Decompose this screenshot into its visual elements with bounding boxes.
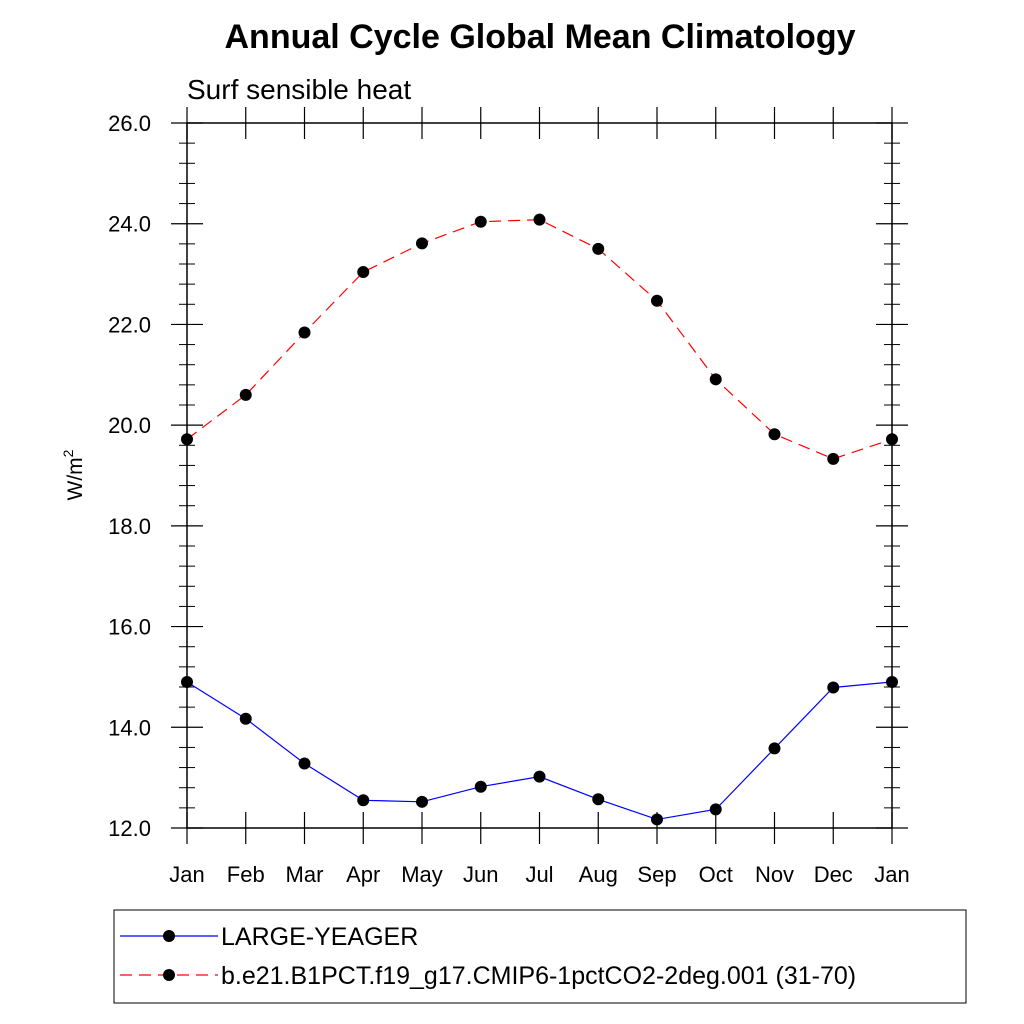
x-tick-label: Apr <box>346 862 380 887</box>
x-tick-label: Jun <box>463 862 498 887</box>
series-1-point <box>357 266 370 279</box>
x-tick-label: May <box>401 862 443 887</box>
x-tick-label: Sep <box>637 862 676 887</box>
series-1-point <box>827 452 840 465</box>
chart-subtitle: Surf sensible heat <box>187 74 411 105</box>
series-1-point <box>181 433 193 446</box>
legend-box <box>113 909 967 1004</box>
legend-marker-0 <box>163 930 175 942</box>
series-0-point <box>768 742 781 755</box>
x-tick-label: Mar <box>286 862 324 887</box>
series-layer <box>181 213 898 826</box>
series-1-point <box>592 242 605 255</box>
series-0-point <box>357 794 370 807</box>
plot-frame <box>186 122 893 829</box>
series-line-0 <box>186 681 893 821</box>
y-tick-label: 12.0 <box>108 816 151 841</box>
series-1-point <box>474 215 487 228</box>
y-tick-label: 22.0 <box>108 312 151 337</box>
y-tick-label: 20.0 <box>108 413 151 438</box>
series-1-point <box>709 373 722 386</box>
series-1-point <box>768 428 781 441</box>
legend-label-0: LARGE-YEAGER <box>221 923 418 951</box>
y-tick-label: 24.0 <box>108 212 151 237</box>
y-tick-label: 14.0 <box>108 715 151 740</box>
series-1-point <box>298 326 311 339</box>
x-tick-label: Jan <box>169 862 204 887</box>
legend-label-1: b.e21.B1PCT.f19_g17.CMIP6-1pctCO2-2deg.0… <box>221 962 856 990</box>
x-tick-label: Oct <box>699 862 733 887</box>
x-tick-label: Jan <box>874 862 909 887</box>
y-axis-label: W/m2 <box>60 449 87 500</box>
series-1-point <box>239 388 252 401</box>
series-0-point <box>827 681 840 694</box>
series-0-point <box>416 795 428 808</box>
legend: LARGE-YEAGER b.e21.B1PCT.f19_g17.CMIP6-1p… <box>120 923 856 990</box>
x-tick-label: Nov <box>755 862 794 887</box>
series-0-point <box>298 757 311 770</box>
series-1-point <box>651 294 663 307</box>
series-1-point <box>533 213 546 226</box>
axis-tick-labels: 12.0 14.0 16.0 18.0 20.0 22.0 24.0 26.0 Jan Feb Ma… <box>108 111 910 887</box>
series-0-point <box>886 675 898 688</box>
axis-ticks <box>171 107 908 844</box>
chart-title: Annual Cycle Global Mean Climatology <box>225 18 856 56</box>
series-1-point <box>886 433 898 446</box>
x-tick-label: Dec <box>814 862 853 887</box>
series-0-point <box>474 780 487 793</box>
series-0-point <box>651 813 663 826</box>
svg-text:W/m2: W/m2 <box>60 449 87 500</box>
y-axis-label-text: W/m <box>64 457 87 500</box>
legend-marker-1 <box>163 969 175 981</box>
y-tick-label: 26.0 <box>108 111 151 136</box>
series-0-point <box>533 770 546 783</box>
y-tick-label: 16.0 <box>108 615 151 640</box>
series-0-point <box>592 793 605 806</box>
series-0-point <box>181 675 193 688</box>
series-line-1 <box>186 219 893 460</box>
x-tick-label: Feb <box>227 862 265 887</box>
series-0-point <box>239 712 252 725</box>
x-tick-label: Aug <box>579 862 618 887</box>
y-tick-label: 18.0 <box>108 514 151 539</box>
y-axis-label-superscript: 2 <box>60 449 76 457</box>
series-0-point <box>709 803 722 816</box>
series-1-point <box>416 237 428 250</box>
x-tick-label: Jul <box>525 862 553 887</box>
